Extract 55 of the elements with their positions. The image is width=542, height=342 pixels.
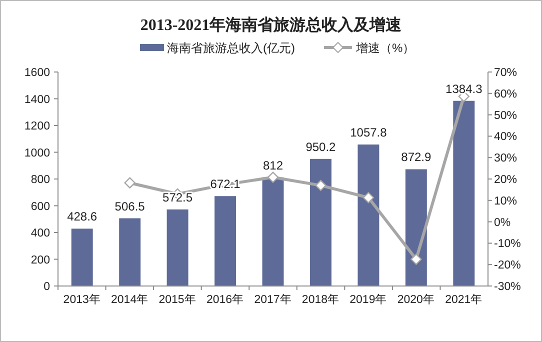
bar — [310, 158, 332, 286]
x-tick-label: 2016年 — [206, 293, 244, 306]
x-tick-label: 2013年 — [63, 293, 101, 306]
data-label: 672.1 — [210, 177, 241, 192]
bar — [453, 100, 475, 286]
y-tick-label: 0 — [44, 281, 50, 293]
point — [267, 172, 279, 183]
bar — [262, 177, 284, 286]
bar — [358, 144, 380, 286]
point — [410, 254, 422, 265]
bar — [119, 218, 141, 286]
y2-tick-label: 10% — [494, 195, 518, 208]
bar — [71, 228, 93, 286]
x-tick-label: 2017年 — [254, 293, 292, 306]
x-tick-label: 2019年 — [350, 293, 388, 306]
y2-tick-label: 30% — [494, 152, 518, 165]
y2-tick-label: -20% — [494, 260, 521, 272]
bar — [166, 209, 188, 286]
y2-tick-label: 40% — [494, 131, 518, 144]
x-tick-label: 2021年 — [445, 293, 483, 306]
y-tick-label: 1200 — [24, 120, 50, 132]
x-tick-label: 2020年 — [397, 293, 435, 306]
data-label: 506.5 — [114, 199, 146, 214]
chart-title: 2013-2021年海南省旅游总收入及增速 — [140, 16, 403, 34]
data-label: 572.5 — [162, 190, 193, 204]
y-tick-label: 1000 — [24, 147, 50, 160]
y2-tick-label: 0% — [494, 216, 511, 229]
y-tick-label: 800 — [30, 174, 50, 186]
data-label: 1057.8 — [350, 126, 388, 140]
legend-label: 海南省旅游总收入(亿元) — [167, 41, 295, 55]
x-tick-label: 2014年 — [111, 293, 149, 306]
legend-label: 增速（%） — [355, 41, 415, 55]
y-tick-label: 1600 — [24, 67, 50, 79]
x-tick-label: 2018年 — [302, 293, 340, 306]
y-tick-label: 600 — [30, 200, 50, 213]
y2-tick-label: 60% — [494, 88, 518, 100]
data-label: 950.2 — [306, 140, 336, 154]
y2-tick-label: 70% — [494, 67, 518, 79]
y-tick-label: 200 — [30, 254, 50, 266]
y-tick-label: 1400 — [24, 94, 50, 106]
y2-tick-label: 20% — [494, 174, 518, 186]
bar — [405, 169, 427, 286]
point — [124, 177, 136, 188]
point — [315, 180, 326, 192]
y-tick-label: 400 — [30, 228, 50, 240]
data-label: 872.9 — [401, 150, 432, 164]
data-label: 1384.3 — [446, 82, 483, 96]
point — [362, 192, 374, 204]
y2-tick-label: 50% — [494, 110, 518, 122]
x-tick-label: 2015年 — [158, 293, 196, 306]
y2-tick-label: -10% — [494, 238, 521, 250]
y2-tick-label: -30% — [494, 281, 521, 293]
bar — [214, 196, 236, 286]
data-label: 428.6 — [67, 210, 98, 224]
data-label: 812 — [262, 158, 284, 172]
